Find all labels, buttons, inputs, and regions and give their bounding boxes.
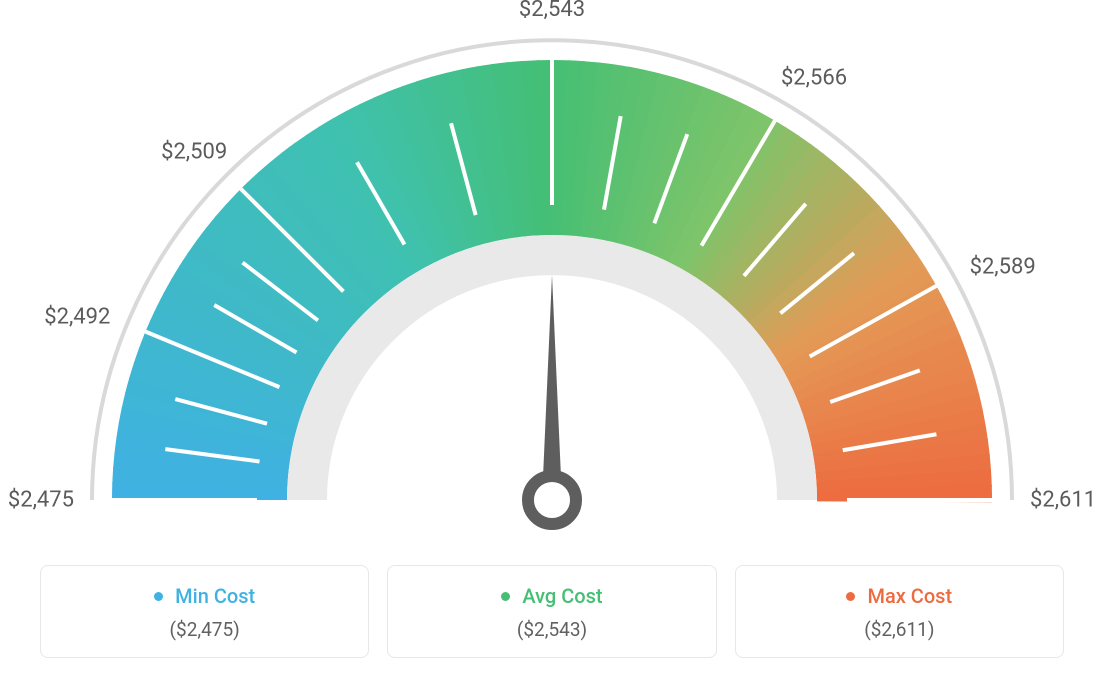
legend-card-avg: Avg Cost ($2,543) [387,565,716,658]
dot-icon [846,592,855,601]
legend-min-title: Min Cost [61,584,348,608]
gauge-tick-label: $2,475 [8,488,74,513]
legend-avg-label: Avg Cost [522,584,602,608]
legend-row: Min Cost ($2,475) Avg Cost ($2,543) Max … [40,565,1064,658]
gauge-svg [0,0,1104,560]
cost-gauge-container: $2,475 $2,492 $2,509 $2,543 $2,566 $2,589 $2,6… [0,0,1104,690]
gauge-tick-label: $2,566 [781,65,847,90]
legend-min-label: Min Cost [175,584,255,608]
legend-min-value: ($2,475) [61,618,348,641]
legend-max-value: ($2,611) [756,618,1043,641]
gauge-tick-label: $2,509 [161,140,227,165]
dot-icon [501,592,510,601]
gauge-tick-label: $2,589 [970,255,1036,280]
legend-card-min: Min Cost ($2,475) [40,565,369,658]
legend-avg-value: ($2,543) [408,618,695,641]
legend-avg-title: Avg Cost [408,584,695,608]
legend-max-label: Max Cost [867,584,952,608]
gauge-chart: $2,475 $2,492 $2,509 $2,543 $2,566 $2,589 $2,6… [0,0,1104,560]
gauge-tick-label: $2,543 [519,0,585,22]
legend-max-title: Max Cost [756,584,1043,608]
gauge-tick-label: $2,492 [44,305,110,330]
legend-card-max: Max Cost ($2,611) [735,565,1064,658]
dot-icon [154,592,163,601]
gauge-tick-label: $2,611 [1030,488,1096,513]
